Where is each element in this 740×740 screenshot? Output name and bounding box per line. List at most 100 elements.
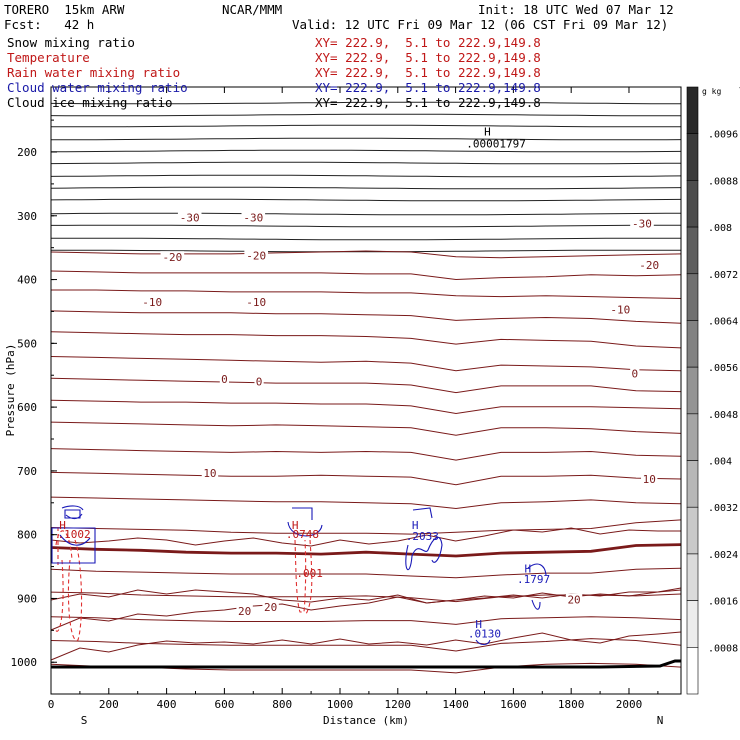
temperature-label-bg — [140, 295, 164, 308]
maximum-value-label: .00001797 — [466, 138, 526, 151]
isobar-line — [51, 249, 681, 253]
isobar-line — [50, 161, 682, 165]
x-tick-label: 800 — [272, 698, 292, 711]
colorbar-swatch — [686, 86, 699, 134]
legend-cloud-water-coords: XY= 222.9, 5.1 to 222.9,149.8 — [315, 80, 541, 95]
colorbar-label: .004 — [708, 457, 732, 468]
temperature-contour — [51, 289, 682, 299]
isobar-line — [50, 149, 682, 153]
temperature-label-bg — [608, 303, 633, 316]
maxima-labels: H.00001797H.1002H.0748H.2033H.1797H.0130… — [58, 125, 551, 640]
colorbar-swatch — [686, 647, 699, 695]
temperature-label-bg — [641, 473, 658, 486]
temperature-contour — [50, 567, 682, 579]
x-tick-label: 0 — [48, 698, 55, 711]
temperature-label: 10 — [203, 467, 216, 480]
isobar-line — [50, 237, 681, 241]
colorbar-unit-exponent: -1 — [738, 84, 740, 92]
isobar-line — [50, 198, 682, 202]
temperature-label: -20 — [162, 251, 182, 264]
colorbar-label: .0064 — [708, 316, 738, 327]
x-tick-label: 1200 — [385, 698, 412, 711]
hydrometeor-contours — [51, 505, 547, 646]
isobar-line — [50, 113, 681, 117]
temperature-label: -10 — [142, 296, 162, 309]
model-title: TORERO 15km ARW — [4, 2, 125, 17]
y-tick-label: 400 — [17, 274, 37, 287]
plot-frame — [50, 86, 682, 695]
temperature-contour-labels: -30 -30 -30 -20 -20 -20 -10 -10 -10 0 0 0 10 10 20 20 20 — [140, 211, 662, 618]
y-tick-label: 200 — [17, 146, 37, 159]
temperature-label: 20 — [567, 594, 580, 607]
colorbar-label: .0032 — [708, 503, 738, 514]
valid-time: Valid: 12 UTC Fri 09 Mar 12 (06 CST Fri … — [292, 17, 669, 32]
colorbar-swatch — [686, 273, 699, 321]
temperature-label: 20 — [238, 605, 251, 618]
x-axis-title: Distance (km) — [323, 714, 409, 727]
temperature-label: -30 — [243, 212, 263, 225]
temperature-label: 0 — [631, 367, 638, 380]
x-tick-label: 200 — [99, 698, 119, 711]
isobar-line — [51, 124, 682, 128]
colorbar-swatch — [686, 366, 699, 415]
maximum-value-label: .001 — [296, 567, 323, 580]
temperature-contour — [50, 356, 682, 372]
x-tick-label: 600 — [214, 698, 234, 711]
temperature-contour — [50, 471, 682, 486]
maximum-value-label: .0130 — [468, 627, 501, 640]
temperature-label-bg — [262, 600, 279, 613]
colorbar-label: .0096 — [708, 130, 738, 141]
temperature-contour — [50, 270, 682, 281]
maximum-value-label: .0748 — [286, 528, 319, 541]
colorbar-swatch — [686, 320, 699, 368]
legend-temperature-name: Temperature — [7, 50, 90, 65]
y-tick-label: 500 — [17, 337, 37, 350]
upper-isobar-lines — [50, 101, 682, 253]
colorbar-label: .0088 — [708, 176, 738, 187]
colorbar-swatch — [686, 460, 699, 508]
legend-rain-coords: XY= 222.9, 5.1 to 222.9,149.8 — [315, 65, 541, 80]
temperature-contour — [50, 448, 682, 461]
maximum-marker: H — [484, 125, 491, 138]
colorbar-swatch — [686, 133, 699, 181]
cloud-water-contour — [287, 507, 323, 537]
y-tick-label: 600 — [17, 401, 37, 414]
colorbar-swatch — [686, 226, 699, 275]
maximum-marker: H — [292, 519, 299, 532]
temperature-label: 0 — [256, 376, 263, 389]
maximum-marker: H — [59, 519, 66, 532]
south-end-label: S — [81, 714, 88, 727]
temperature-label: -30 — [180, 212, 200, 225]
colorbar-label: .0072 — [708, 270, 738, 281]
legend-cloud-water-name: Cloud water mixing ratio — [7, 80, 188, 95]
colorbar-unit: g kg — [702, 87, 721, 96]
temperature-label-bg — [236, 605, 253, 618]
temperature-label-bg — [244, 249, 268, 262]
temperature-contour — [50, 543, 682, 558]
temperature-label: 10 — [643, 473, 656, 486]
temperature-contour — [50, 250, 682, 259]
x-tick-label: 1000 — [327, 698, 354, 711]
temperature-label-bg — [160, 251, 185, 264]
north-end-label: N — [657, 714, 664, 727]
x-tick-label: 400 — [157, 698, 177, 711]
temperature-contour — [50, 527, 681, 547]
temperature-label-bg — [630, 217, 654, 230]
y-tick-label: 800 — [17, 529, 37, 542]
cloud-water-contour — [51, 509, 96, 564]
colorbar-swatch — [686, 600, 699, 648]
temperature-label: -10 — [610, 304, 630, 317]
colorbar-label: .008 — [708, 223, 732, 234]
maximum-marker: H — [475, 618, 482, 631]
temperature-contour — [50, 421, 682, 436]
temperature-label: -10 — [246, 296, 266, 309]
cloud-water-contour — [475, 639, 491, 646]
colorbar-swatch — [686, 506, 699, 555]
legend-rain-name: Rain water mixing ratio — [7, 65, 181, 80]
colorbar-label: .0048 — [708, 410, 738, 421]
temperature-label-bg — [241, 211, 266, 224]
temperature-label-bg — [565, 593, 583, 606]
colorbar-label: .0016 — [708, 597, 738, 608]
temperature-label-bg — [201, 466, 219, 479]
cloud-water-contour — [405, 507, 443, 571]
